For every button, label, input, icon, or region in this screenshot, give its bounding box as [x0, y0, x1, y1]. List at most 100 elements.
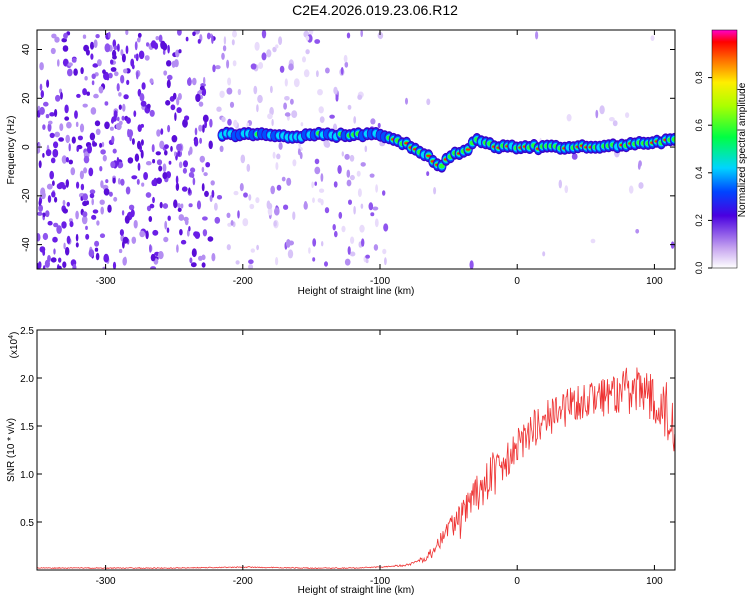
- spectrogram-cell: [196, 200, 202, 210]
- spectrogram-cell: [361, 238, 365, 247]
- spectrogram-cell: [85, 225, 88, 230]
- spectrogram-cell: [105, 179, 109, 184]
- spectrogram-cell: [209, 118, 213, 128]
- spectrogram-cell: [172, 92, 177, 100]
- spectrogram-cell: [37, 211, 43, 216]
- spectrogram-cell: [139, 93, 145, 102]
- spectrogram-cell: [40, 90, 44, 99]
- spectrogram-cell: [590, 238, 596, 244]
- spectrogram-cell: [348, 199, 352, 205]
- spectrogram-cell: [166, 227, 170, 233]
- spectrogram-cell: [349, 251, 356, 257]
- spectrogram-cell: [143, 172, 149, 180]
- y-tick-label: 40: [21, 44, 32, 56]
- colorbar-tick-label: 0.0: [694, 262, 704, 275]
- spectrogram-cell: [261, 52, 267, 61]
- colorbar-ticks: 0.0 0.2 0.4 0.6 0.8: [694, 71, 712, 274]
- spectrogram-cell: [137, 32, 142, 38]
- spectrogram-cell: [127, 128, 130, 138]
- spectrogram-cell: [123, 68, 128, 74]
- spectrogram-cell: [80, 183, 85, 191]
- spectrogram-cell: [164, 144, 169, 150]
- spectrogram-cell: [377, 122, 381, 129]
- spectrogram-cell: [564, 185, 569, 194]
- spectrogram-cell: [69, 221, 74, 228]
- spectrogram-cell: [254, 41, 260, 51]
- spectrogram-cell: [180, 203, 184, 209]
- spectrogram-cell: [61, 38, 67, 43]
- spectrogram-cell: [125, 186, 131, 195]
- spectrogram-cell: [292, 159, 297, 167]
- spectrogram-cell: [571, 153, 578, 160]
- spectrogram-cell: [181, 186, 188, 192]
- spectrogram-cell: [126, 117, 131, 124]
- spectrogram-cell: [344, 153, 350, 160]
- spectrogram-cell: [42, 124, 46, 130]
- spectrogram-cell: [203, 76, 206, 85]
- spectrogram-cell: [305, 49, 310, 55]
- trace-cell: [426, 154, 431, 157]
- spectrogram-cell: [188, 150, 191, 156]
- spectrogram-cell: [90, 53, 94, 60]
- spectrogram-cell: [299, 152, 303, 160]
- spectrogram-cell: [175, 175, 179, 185]
- spectrogram-cell: [57, 59, 60, 67]
- spectrogram-cell: [333, 181, 338, 188]
- spectrogram-cell: [159, 140, 165, 149]
- spectrogram-cell: [65, 157, 69, 163]
- spectrogram-cell: [77, 135, 83, 141]
- spectrogram-cell: [344, 258, 351, 266]
- spectrogram-x-label: Height of straight line (km): [298, 286, 415, 297]
- spectrogram-cell: [267, 206, 273, 216]
- spectrogram-cell: [188, 77, 192, 86]
- spectrogram-cell: [214, 216, 221, 224]
- colorbar-tick-label: 0.6: [694, 119, 704, 132]
- spectrogram-cell: [270, 85, 273, 94]
- spectrogram-cell: [92, 142, 98, 147]
- spectrogram-cell: [65, 134, 70, 144]
- spectrogram-cell: [167, 124, 171, 133]
- spectrogram-cell: [178, 161, 183, 169]
- spectrogram-cell: [75, 121, 79, 127]
- spectrogram-cell: [178, 214, 185, 221]
- spectrogram-cell: [595, 109, 599, 119]
- y-tick-label: 0: [21, 144, 32, 150]
- spectrogram-cell: [85, 233, 90, 240]
- spectrogram-cell: [223, 36, 227, 45]
- spectrogram-cell: [98, 86, 104, 94]
- snr-scale-label: (x104): [8, 332, 20, 359]
- spectrogram-cell: [211, 189, 215, 198]
- spectrogram-cell: [94, 240, 100, 247]
- spectrogram-cell: [195, 93, 201, 103]
- spectrogram-cell: [82, 193, 88, 201]
- spectrogram-cell: [164, 150, 168, 156]
- colorbar-tick-label: 0.2: [694, 214, 704, 227]
- spectrogram-cell: [141, 182, 145, 187]
- spectrogram-cell: [340, 67, 344, 75]
- snr-panel: -300 -200 -100 0 100 0.5 1.0 1.5 2.0 2.5 Height …: [6, 326, 676, 596]
- spectrogram-cell: [100, 180, 104, 189]
- spectrogram-cell: [638, 182, 644, 189]
- spectrogram-cell: [103, 188, 110, 196]
- spectrogram-cell: [82, 211, 88, 218]
- spectrogram-cell: [284, 96, 290, 101]
- spectrogram-cell: [229, 101, 235, 108]
- spectrogram-cell: [177, 207, 182, 212]
- spectrogram-cell: [149, 109, 155, 117]
- spectrogram-cell: [97, 59, 102, 67]
- spectrogram-cell: [312, 238, 317, 247]
- spectrogram-cell: [149, 244, 152, 253]
- spectrogram-cell: [278, 36, 283, 45]
- spectrogram-cell: [112, 49, 117, 58]
- spectrogram-cell: [50, 47, 56, 55]
- spectrogram-cell: [266, 200, 271, 209]
- spectrogram-cell: [302, 56, 306, 63]
- spectrogram-cell: [314, 158, 320, 165]
- spectrogram-cell: [83, 155, 90, 164]
- colorbar-tick-label: 0.4: [694, 167, 704, 180]
- spectrogram-cell: [58, 265, 62, 269]
- spectrogram-cell: [177, 203, 181, 208]
- spectrogram-cell: [350, 236, 355, 244]
- spectrogram-cell: [128, 204, 135, 211]
- spectrogram-cell: [162, 203, 169, 209]
